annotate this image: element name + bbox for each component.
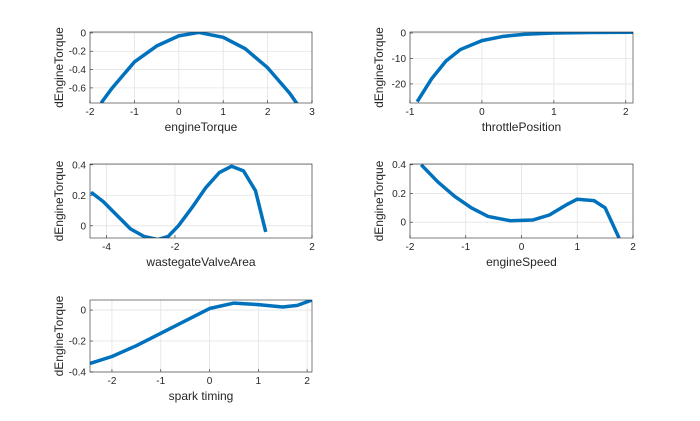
x-tick-label: 1: [574, 242, 580, 253]
x-axis-label: throttlePosition: [482, 120, 561, 134]
x-tick-label: 1: [551, 107, 557, 118]
y-tick-label: -0.2: [69, 47, 87, 58]
y-tick-label: 0: [400, 29, 406, 40]
y-tick-label: 0.4: [72, 160, 86, 171]
axes-box: [409, 163, 634, 239]
y-axis-label: dEngineTorque: [52, 27, 66, 108]
axes-box: [89, 163, 313, 239]
subplot: -2 -1 0 1 2 3 -0.6 -0.4 -0.2 0 engineTorque dEngine…: [52, 27, 315, 134]
line-series: [90, 164, 268, 238]
y-axis-label: dEngineTorque: [52, 160, 66, 241]
x-tick-label: 1: [220, 107, 226, 118]
x-tick-label: 0: [479, 107, 485, 118]
subplot: -1 0 1 2-20-100throttlePositiondEngineTorqu…: [372, 27, 634, 134]
x-tick-label: 0: [207, 376, 213, 387]
x-tick-label: -2: [406, 242, 415, 253]
y-axis-label: dEngineTorque: [52, 295, 66, 376]
x-tick-label: 1: [256, 376, 262, 387]
y-tick-label: 0: [80, 306, 86, 317]
line-series: [99, 32, 299, 103]
axes-background: [90, 32, 312, 103]
y-tick-label: 0.4: [392, 160, 406, 171]
x-tick-label: 2: [265, 107, 271, 118]
y-tick-label: -10: [392, 54, 407, 65]
x-tick-label: -2: [86, 107, 95, 118]
x-tick-label: 3: [309, 107, 315, 118]
y-tick-label: -0.2: [69, 337, 87, 348]
x-tick-label: -1: [156, 376, 165, 387]
axes-background: [410, 32, 633, 103]
y-tick-label: -0.4: [69, 65, 87, 76]
y-axis-label: dEngineTorque: [372, 160, 386, 241]
axes-box: [409, 31, 634, 104]
y-tick-label: 0: [80, 221, 86, 232]
line-series: [90, 300, 312, 366]
axes-box: [89, 299, 313, 373]
y-tick-label: 0.2: [72, 191, 86, 202]
axes-box: [89, 31, 313, 104]
x-tick-label: -1: [461, 242, 470, 253]
line-series: [419, 164, 621, 238]
x-axis-label: wastegateValveArea: [145, 255, 256, 269]
y-tick-label: -0.6: [69, 83, 87, 94]
x-tick-label: 2: [630, 242, 636, 253]
y-tick-label: -0.4: [69, 368, 87, 379]
x-tick-label: -1: [130, 107, 139, 118]
x-tick-label: 0: [519, 242, 525, 253]
axes-background: [90, 164, 312, 238]
y-axis-label: dEngineTorque: [372, 27, 386, 108]
x-axis-label: engineTorque: [165, 120, 238, 134]
x-tick-label: -4: [102, 242, 111, 253]
y-tick-label: 0: [400, 218, 406, 229]
subplot: -2 -1 0 1 2 0 0.2 0.4 engineSpeed dEngineTorque: [372, 160, 636, 269]
x-axis-label: engineSpeed: [486, 255, 557, 269]
axes-background: [90, 300, 312, 372]
x-tick-label: -1: [406, 107, 415, 118]
x-tick-label: 2: [623, 107, 629, 118]
x-tick-label: 2: [304, 376, 310, 387]
subplot: -2 -1 0 1 2 -0.4 -0.2 0 spark timing dEngineTorqu…: [52, 295, 313, 403]
y-tick-label: 0.2: [392, 189, 406, 200]
y-tick-label: -20: [392, 79, 407, 90]
subplot: -4 -2 2 0 0.2 0.4 wastegateValveArea dEngineTor…: [52, 160, 315, 269]
x-tick-label: -2: [108, 376, 117, 387]
x-tick-label: 2: [309, 242, 315, 253]
y-tick-label: 0: [80, 28, 86, 39]
x-tick-label: -2: [171, 242, 180, 253]
x-tick-label: 0: [176, 107, 182, 118]
line-series: [415, 32, 633, 103]
x-axis-label: spark timing: [169, 389, 234, 403]
